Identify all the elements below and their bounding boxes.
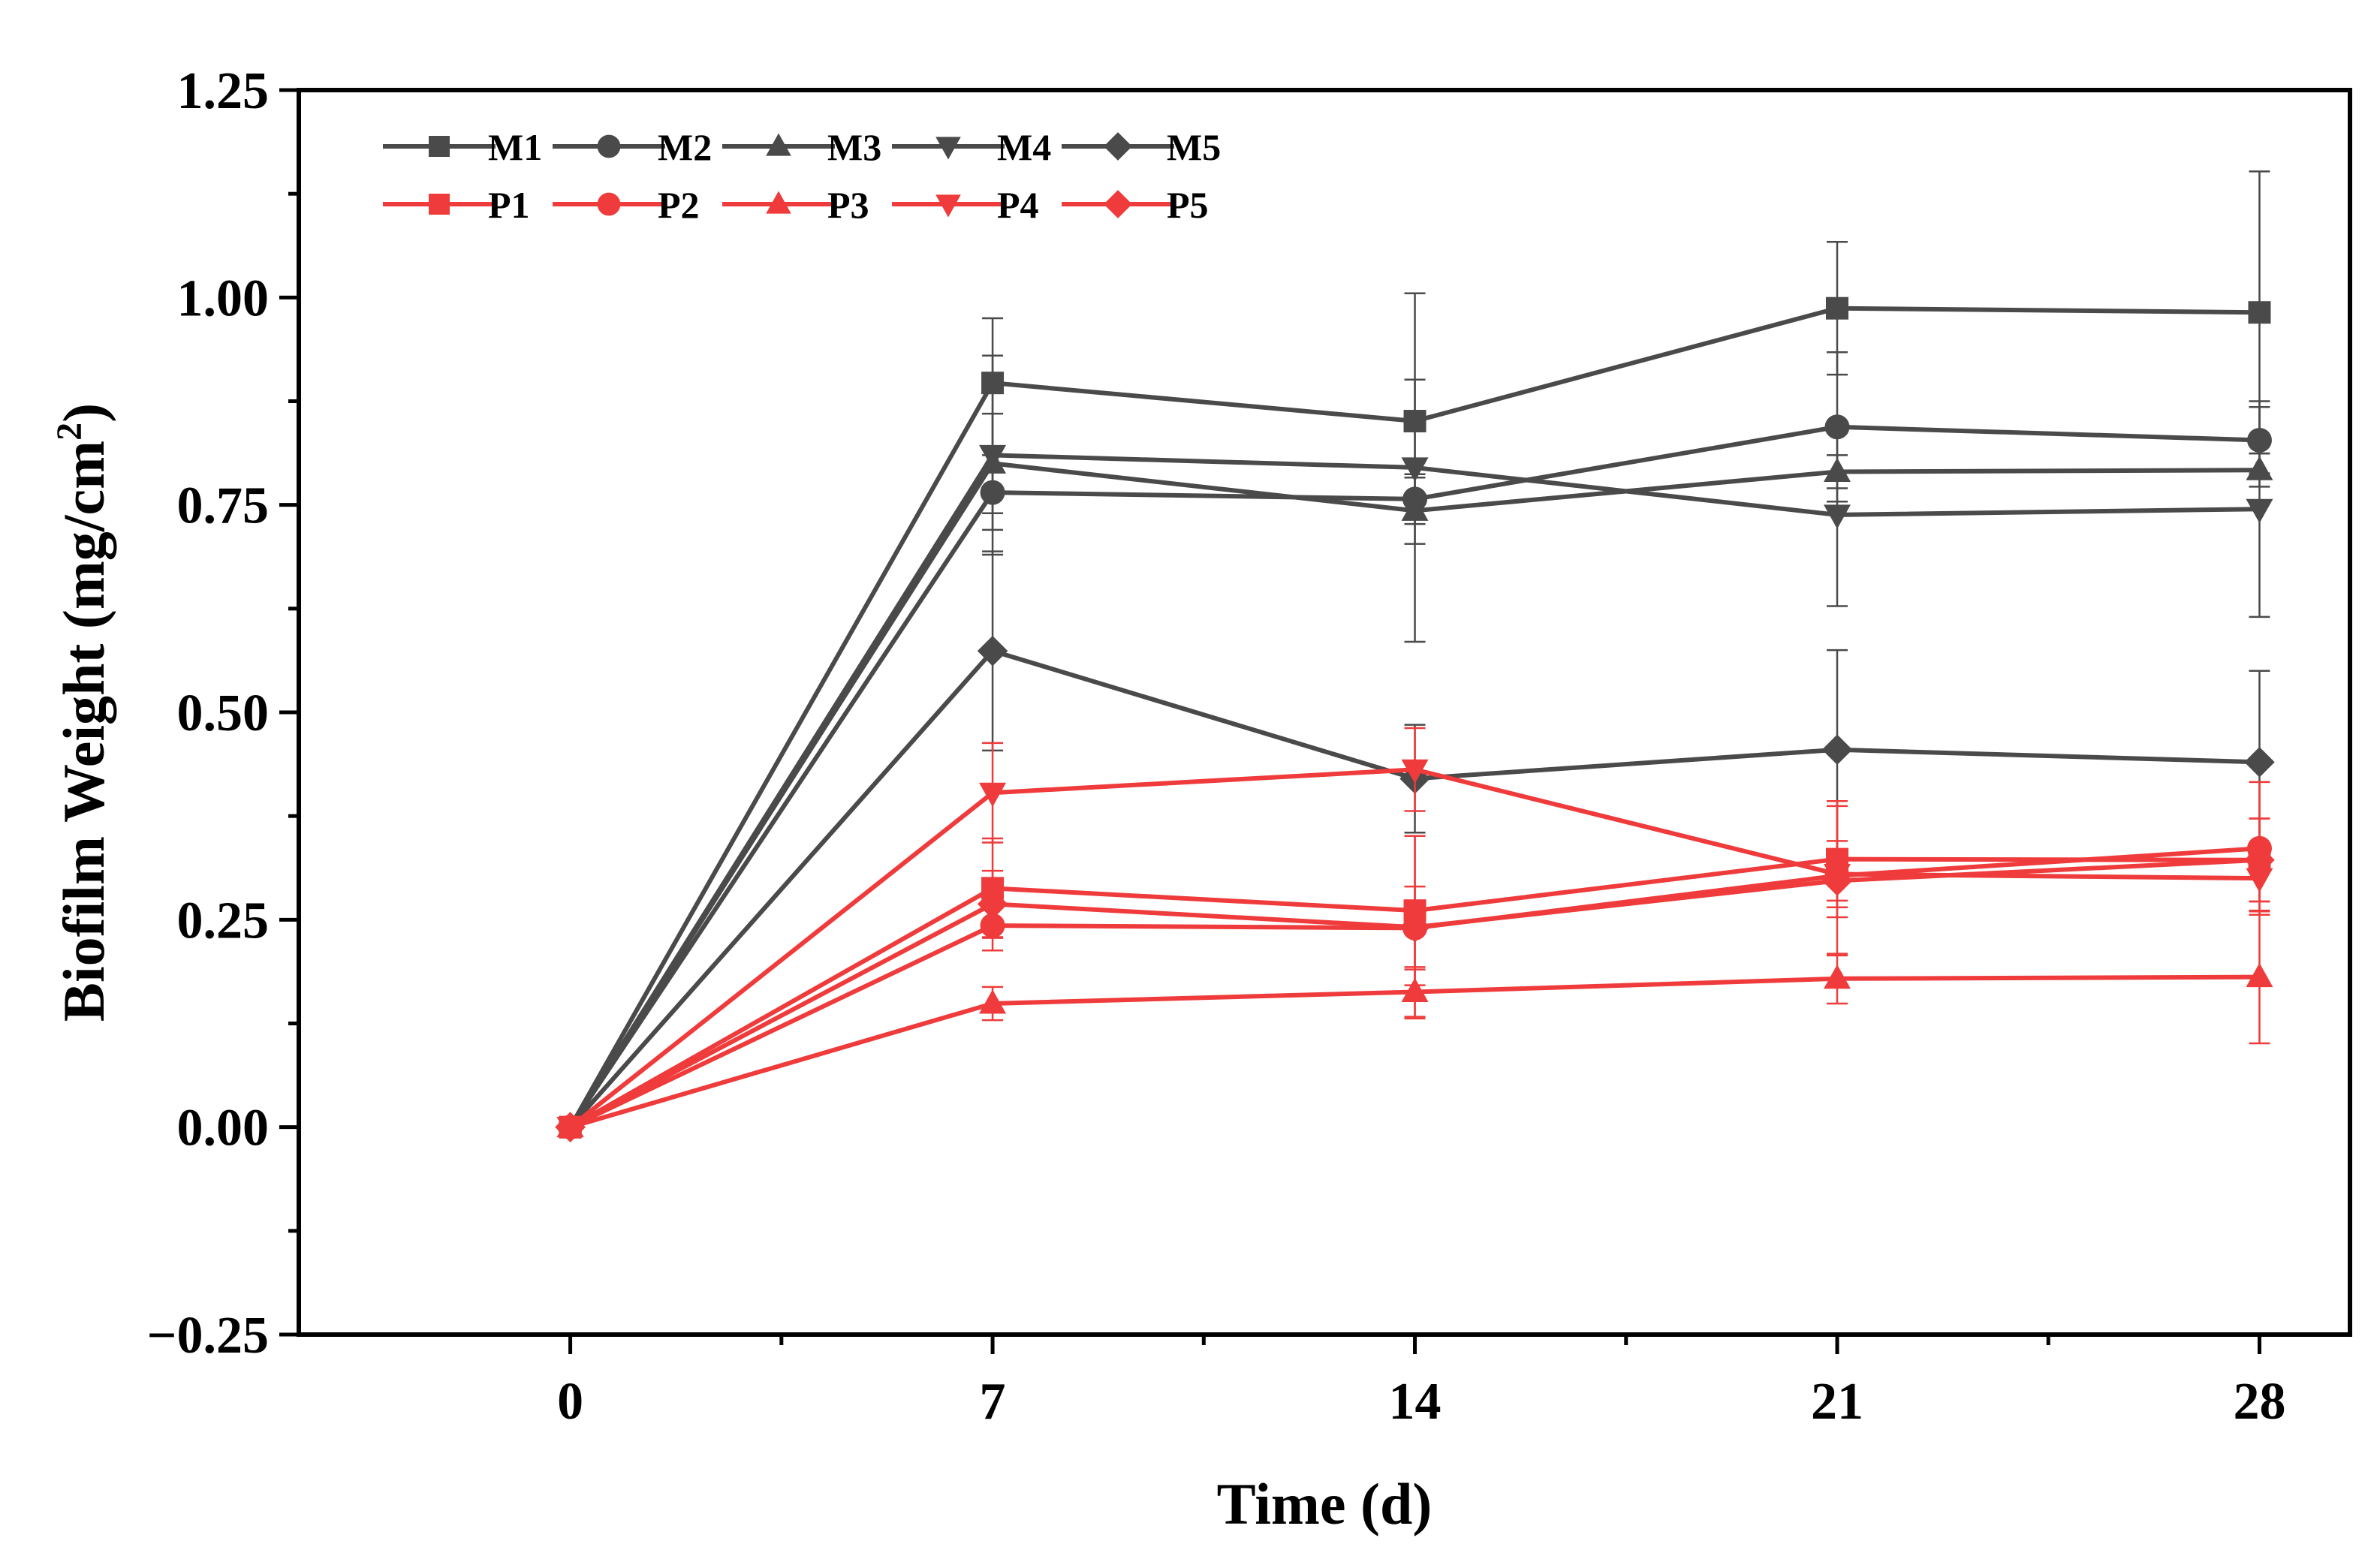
data-point (1401, 457, 1429, 482)
y-tick-label: −0.25 (147, 1307, 269, 1365)
legend-marker (766, 191, 791, 214)
legend-label: P3 (827, 184, 869, 226)
x-tick-label: 28 (2233, 1373, 2285, 1431)
legend-entry-m1: M1 (383, 126, 542, 168)
x-axis-title: Time (d) (1217, 1471, 1433, 1536)
legend-entry-p4: P4 (892, 184, 1039, 226)
legend-marker (1104, 190, 1132, 218)
legend-entry-m4: M4 (892, 126, 1051, 168)
data-point (2244, 844, 2275, 875)
y-axis-title-superscript: 2 (50, 423, 89, 441)
legend-label: M4 (997, 126, 1051, 168)
data-point (979, 782, 1007, 807)
data-point (977, 635, 1008, 667)
legend-entry-m5: M5 (1062, 126, 1221, 168)
legend-marker (597, 192, 621, 216)
axes-layer: 0 7 14 21 28 −0.25 0.00 0.25 0.50 0.75 1.00 1.25 (147, 62, 2286, 1431)
data-point (1399, 912, 1430, 943)
legend-marker (935, 137, 961, 160)
data-point (1821, 865, 1853, 896)
data-point (1824, 965, 1851, 989)
plot-frame (297, 88, 2352, 1337)
legend-marker (429, 194, 450, 215)
legend-marker (766, 133, 791, 156)
x-tick-label: 21 (1811, 1373, 1863, 1431)
legend-label: M2 (658, 126, 712, 168)
y-axis-title: Biofilm Weight (mg/cm2) (50, 403, 116, 1022)
y-tick-label: 1.25 (177, 62, 270, 120)
legend: M1 M2 M3 M4 M5 P1 P2 P3 P4 P5 (383, 126, 1221, 226)
y-axis-title-main: Biofilm Weight (mg/cm (51, 441, 116, 1022)
y-tick-label: 0.50 (177, 685, 270, 742)
x-tick-label: 14 (1389, 1373, 1442, 1431)
y-tick-label: 0.00 (177, 1100, 270, 1157)
legend-label: P4 (997, 184, 1039, 226)
data-point (979, 444, 1007, 470)
legend-label: M1 (488, 126, 542, 168)
series-m4 (556, 292, 2273, 1142)
legend-label: P5 (1167, 184, 1209, 226)
x-tick-label: 7 (980, 1373, 1006, 1431)
legend-entry-p5: P5 (1062, 184, 1209, 226)
data-point (2248, 301, 2271, 324)
data-point (977, 889, 1008, 919)
legend-marker (935, 194, 961, 218)
legend-entry-p3: P3 (722, 184, 869, 226)
legend-entry-p1: P1 (383, 184, 530, 226)
legend-marker (597, 134, 621, 158)
legend-label: P2 (658, 184, 700, 226)
series-p5 (555, 805, 2275, 1142)
y-tick-label: 0.75 (177, 477, 270, 535)
data-point (2246, 498, 2273, 523)
legend-marker (429, 136, 450, 157)
legend-entry-m3: M3 (722, 126, 881, 168)
data-point (1826, 296, 1848, 320)
data-point (2244, 747, 2275, 778)
data-point (555, 1112, 586, 1142)
series-layer (555, 170, 2275, 1142)
data-point (1821, 734, 1853, 765)
legend-label: M5 (1167, 126, 1221, 168)
legend-label: M3 (827, 126, 881, 168)
data-point (1824, 504, 1851, 529)
y-tick-label: 0.25 (177, 892, 270, 950)
legend-marker (1104, 132, 1132, 161)
y-tick-label: 1.00 (177, 269, 270, 327)
y-axis-title-close: ) (51, 403, 116, 423)
legend-entry-p2: P2 (553, 184, 700, 226)
legend-entry-m2: M2 (553, 126, 712, 168)
data-point (2246, 962, 2273, 988)
x-tick-label: 0 (557, 1373, 583, 1431)
data-point (979, 989, 1007, 1014)
data-point (1401, 759, 1429, 784)
legend-label: P1 (488, 184, 530, 226)
